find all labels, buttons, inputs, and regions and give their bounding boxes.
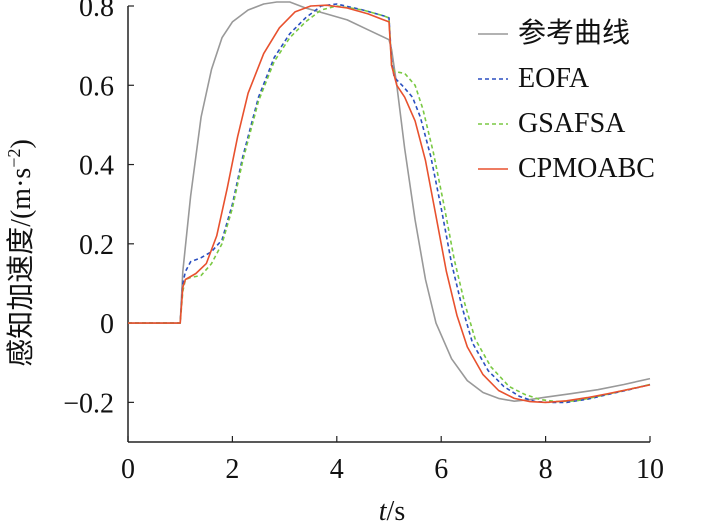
x-tick-label: 10	[636, 454, 664, 485]
x-tick-label: 2	[225, 454, 239, 485]
x-tick-label: 4	[330, 454, 344, 485]
y-tick-label: 0.8	[79, 0, 114, 23]
series-line-1	[128, 1, 651, 402]
y-axis-label: 感知加速度/(m·s−2)	[4, 139, 37, 367]
series-lines	[128, 1, 651, 404]
x-tick-label: 0	[121, 454, 135, 485]
axes	[127, 6, 650, 443]
y-tick-label: −0.2	[63, 388, 114, 419]
series-line-4	[128, 4, 651, 404]
y-tick-label: 0.4	[79, 151, 114, 182]
legend: 参考曲线 EOFA GSAFSA CPMOABC	[478, 17, 655, 184]
x-axis-label: t/s	[379, 496, 405, 527]
legend-label-2: EOFA	[518, 63, 590, 94]
x-tick-label: 8	[539, 454, 553, 485]
y-tick-label: 0.2	[79, 230, 114, 261]
legend-label-3: GSAFSA	[518, 108, 626, 139]
tick-labels: 0 2 4 6 8 10 −0.2 0 0.2 0.4 0.6 0.8	[63, 0, 664, 485]
y-tick-label: 0.6	[79, 71, 114, 102]
y-tick-label: 0	[100, 309, 114, 340]
legend-label-4: CPMOABC	[518, 153, 655, 184]
x-tick-label: 6	[434, 454, 448, 485]
tick-marks	[127, 5, 651, 442]
legend-label-1: 参考曲线	[518, 17, 630, 49]
